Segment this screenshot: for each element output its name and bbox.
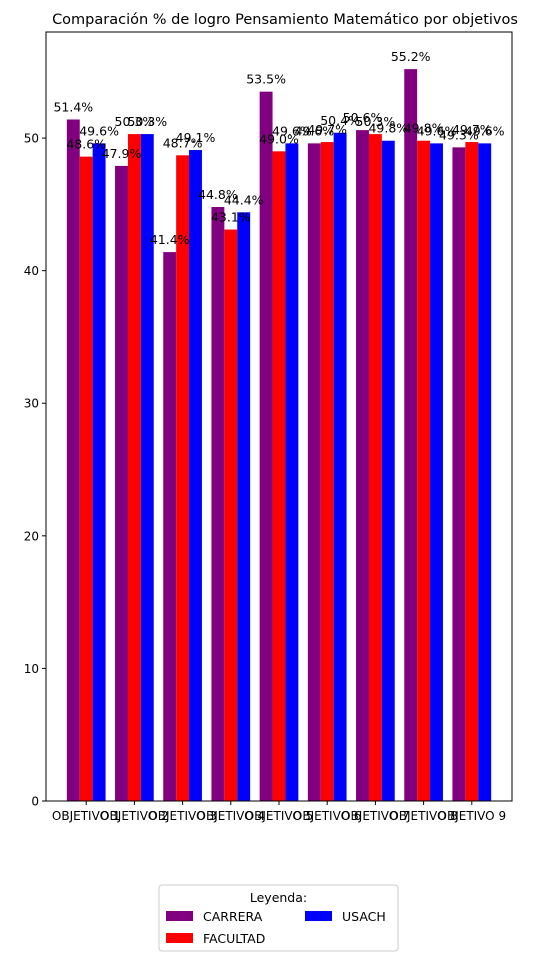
legend-swatch-facultad [166, 933, 193, 943]
bar-label-facultad-1: 48.6% [66, 137, 106, 152]
bar-usach-2 [140, 134, 154, 802]
bar-facultad-9 [465, 142, 479, 802]
bar-usach-5 [285, 143, 299, 801]
legend-swatch-usach [305, 911, 332, 921]
y-tick-label: 40 [24, 264, 39, 278]
bar-carrera-3 [163, 252, 177, 802]
bar-carrera-2 [115, 165, 128, 801]
bar-facultad-7 [368, 134, 382, 802]
y-tick-label: 10 [24, 662, 39, 676]
bar-labels-layer: 51.4% 47.9% 41.4% 44.8% 53.5% 49.6% 50.6% 55.2%… [53, 49, 504, 247]
bar-label-usach-4: 44.4% [224, 192, 264, 207]
bar-label-facultad-7: 50.3% [356, 114, 396, 129]
bar-label-usach-1: 49.6% [79, 123, 119, 138]
bar-label-carrera-6: 49.6% [294, 123, 334, 138]
bar-label-usach-7: 49.8% [368, 121, 408, 136]
bar-carrera-7 [356, 130, 369, 802]
x-tick-label: OBJETIVO 2 [100, 809, 169, 823]
bar-usach-4 [237, 212, 251, 801]
bar-facultad-1 [79, 156, 93, 801]
bar-label-facultad-2: 50.3% [115, 114, 155, 129]
legend-label-carrera: CARRERA [203, 909, 263, 924]
bar-facultad-5 [272, 151, 286, 801]
bar-carrera-6 [307, 143, 321, 801]
bar-carrera-8 [404, 69, 418, 802]
bar-usach-3 [189, 150, 202, 801]
legend-label-usach: USACH [342, 909, 386, 924]
bar-label-carrera-5: 53.5% [246, 72, 286, 87]
x-tick-label: OBJETIVO 6 [293, 809, 362, 823]
bar-usach-7 [381, 140, 395, 802]
x-tick-label: OBJETIVO 4 [197, 809, 266, 823]
bar-label-carrera-1: 51.4% [53, 100, 93, 115]
bar-usach-8 [430, 143, 443, 801]
bar-label-facultad-4: 43.1% [211, 210, 251, 225]
bar-label-usach-2: 50.3% [127, 114, 167, 129]
legend-box [158, 884, 399, 952]
bar-usach-1 [92, 143, 106, 801]
bar-label-usach-8: 49.6% [417, 123, 457, 138]
bar-carrera-1 [66, 119, 80, 801]
x-tick-label: OBJETIVO 7 [341, 809, 410, 823]
bar-label-facultad-8: 49.8% [404, 121, 444, 136]
legend-swatch-carrera [166, 911, 193, 921]
bar-carrera-9 [452, 147, 466, 802]
bar-label-facultad-5: 49.0% [259, 131, 299, 146]
bar-label-carrera-8: 55.2% [391, 49, 431, 64]
x-tick-label: OBJETIVO 5 [245, 809, 314, 823]
bar-label-carrera-7: 50.6% [343, 110, 383, 125]
bar-carrera-4 [211, 207, 225, 801]
bar-label-facultad-6: 49.7% [307, 122, 347, 137]
bar-facultad-8 [417, 140, 431, 802]
bar-label-facultad-3: 48.7% [163, 135, 203, 150]
bar-facultad-2 [127, 134, 141, 802]
bar-label-usach-3: 49.1% [176, 130, 216, 145]
x-tick-label: OBJETIVO 3 [148, 809, 217, 823]
chart-title: Comparación % de logro Pensamiento Matem… [52, 12, 518, 28]
bar-label-usach-6: 50.4% [320, 113, 360, 128]
bars-layer [66, 69, 492, 802]
bar-label-usach-5: 49.6% [272, 123, 312, 138]
x-tick-label: OBJETIVO 1 [52, 809, 121, 823]
bar-label-carrera-9: 49.3% [439, 127, 479, 142]
bar-usach-9 [478, 143, 492, 801]
bar-facultad-3 [176, 155, 190, 801]
bar-label-facultad-9: 49.7% [452, 122, 492, 137]
y-tick-label: 0 [31, 795, 39, 809]
legend: Leyenda: CARRERA FACULTAD USACH [158, 884, 399, 952]
bar-facultad-6 [320, 142, 334, 802]
bar-label-carrera-2: 47.9% [102, 146, 142, 161]
bar-carrera-5 [259, 91, 273, 801]
bar-label-usach-9: 49.6% [465, 123, 505, 138]
y-tick-label: 50 [24, 132, 39, 146]
y-tick-label: 20 [24, 529, 39, 543]
legend-label-facultad: FACULTAD [203, 931, 265, 946]
x-tick-label: OBJETIVO 9 [438, 809, 507, 823]
legend-title: Leyenda: [250, 890, 307, 905]
bar-label-carrera-3: 41.4% [150, 232, 190, 247]
y-tick-label: 30 [24, 397, 39, 411]
x-tick-label: OBJETIVO 8 [389, 809, 458, 823]
bar-facultad-4 [224, 229, 238, 802]
bar-usach-6 [333, 132, 347, 801]
bar-label-carrera-4: 44.8% [198, 187, 238, 202]
